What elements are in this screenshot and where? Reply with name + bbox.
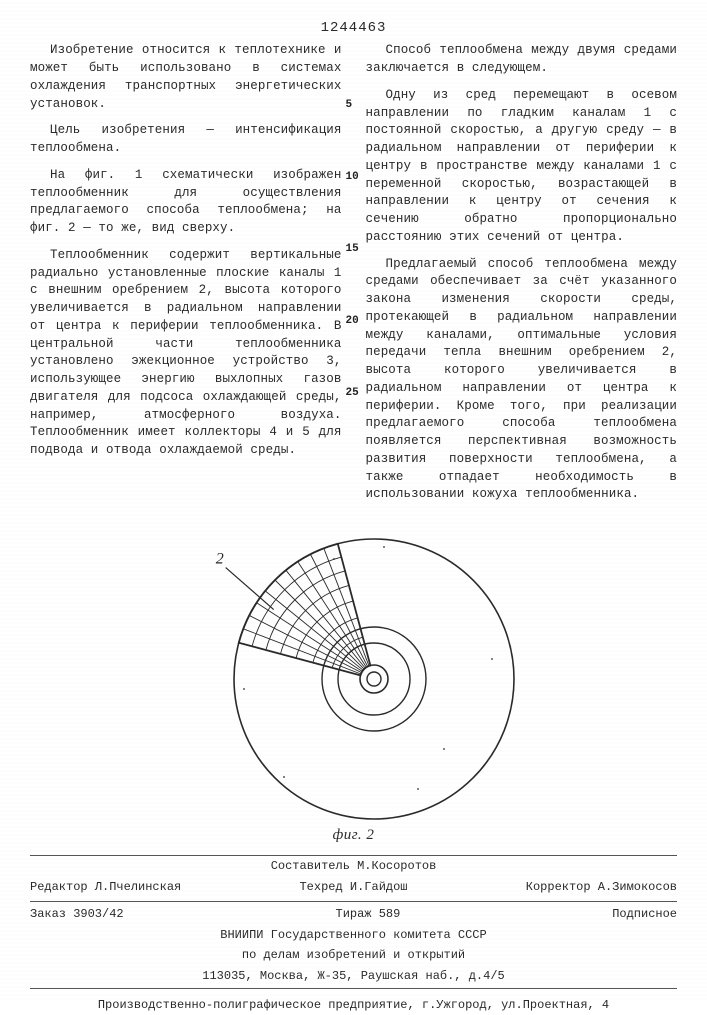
two-column-body: 5 10 15 20 25 Изобретение относится к те… bbox=[30, 42, 677, 513]
patent-number: 1244463 bbox=[30, 18, 677, 38]
paragraph: Одну из сред перемещают в осевом направл… bbox=[366, 87, 678, 247]
line-marker: 15 bbox=[346, 242, 359, 258]
korrektor: Корректор А.Зимокосов bbox=[526, 879, 677, 896]
figure-caption: фиг. 2 bbox=[30, 825, 677, 847]
tehred: Техред И.Гайдош bbox=[299, 879, 407, 896]
line-marker: 10 bbox=[346, 170, 359, 186]
paragraph: Цель изобретения — интенсификация теплоо… bbox=[30, 122, 342, 158]
addr: 113035, Москва, Ж-35, Раушская наб., д.4… bbox=[30, 966, 677, 986]
figure-svg: 2 bbox=[174, 519, 534, 829]
redaktor: Редактор Л.Пчелинская bbox=[30, 879, 181, 896]
paragraph: Способ теплообмена между двумя средами з… bbox=[366, 42, 678, 78]
org1: ВНИИПИ Государственного комитета СССР bbox=[30, 925, 677, 945]
paragraph: Предлагаемый способ теплообмена между ср… bbox=[366, 256, 678, 505]
svg-text:2: 2 bbox=[215, 551, 223, 568]
org2: по делам изобретений и открытий bbox=[30, 945, 677, 965]
figure-2: 2 bbox=[30, 519, 677, 829]
tirazh: Тираж 589 bbox=[336, 906, 401, 923]
prod: Производственно-полиграфическое предприя… bbox=[30, 991, 677, 1014]
line-marker: 25 bbox=[346, 386, 359, 402]
order: Заказ 3903/42 bbox=[30, 906, 124, 923]
line-marker: 20 bbox=[346, 314, 359, 330]
paragraph: Теплообменник содержит вертикальные ради… bbox=[30, 247, 342, 460]
sostavitel: Составитель М.Косоротов bbox=[246, 858, 462, 875]
paragraph: Изобретение относится к теплотехнике и м… bbox=[30, 42, 342, 113]
colophon: Составитель М.Косоротов Редактор Л.Пчели… bbox=[30, 855, 677, 1015]
podpisnoe: Подписное bbox=[612, 906, 677, 923]
line-marker: 5 bbox=[346, 98, 353, 114]
column-right: Способ теплообмена между двумя средами з… bbox=[366, 42, 678, 513]
column-left: Изобретение относится к теплотехнике и м… bbox=[30, 42, 342, 513]
paragraph: На фиг. 1 схематически изображен теплооб… bbox=[30, 167, 342, 238]
